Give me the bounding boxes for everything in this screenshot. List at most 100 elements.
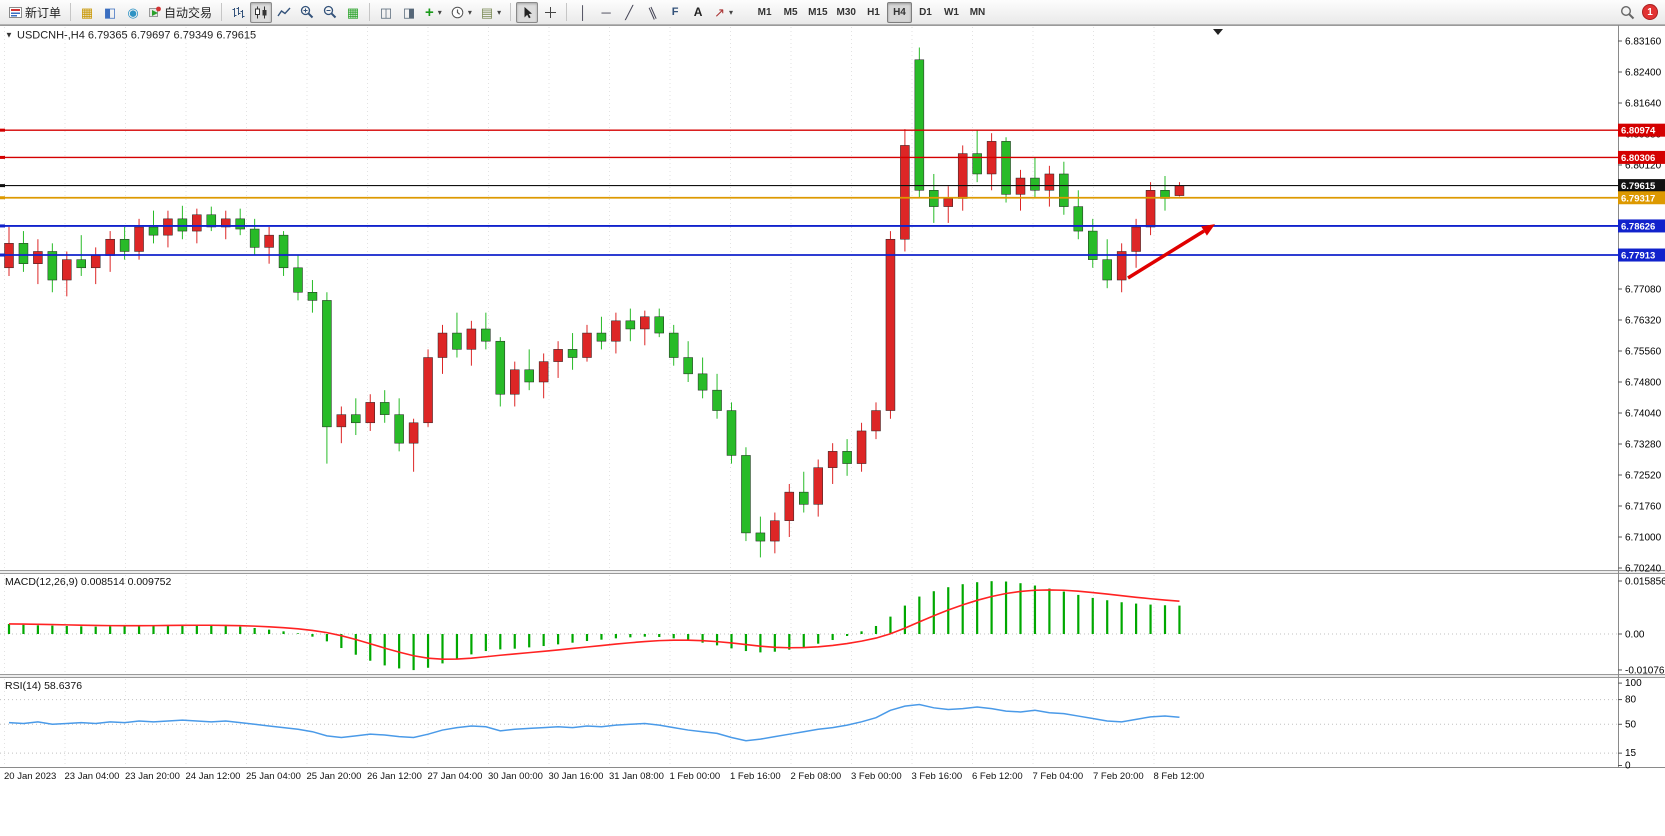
candle [47,251,58,281]
timeframe-button-M5[interactable]: M5 [778,2,803,23]
timeframe-button-MN[interactable]: MN [965,2,990,23]
price-axis-label: 6.72520 [1625,471,1662,482]
toolbar-divider [369,3,371,21]
price-tag [1618,179,1665,193]
candle [351,414,361,424]
new-order-button[interactable]: 新订单 [5,2,65,23]
crosshair-button[interactable] [539,2,561,23]
price-axis-label: 6.74040 [1625,409,1662,420]
price-tag [1618,150,1665,164]
candle [322,300,332,428]
horizontal-line-button[interactable]: ─ [595,2,617,23]
line-chart-button[interactable] [273,2,295,23]
candle [856,430,867,464]
level-anchor [0,184,5,188]
level-anchor [0,128,5,132]
scroll-to-end-marker[interactable] [1213,29,1223,35]
arrows-button[interactable]: ↗ ▾ [710,2,737,23]
price-axis-label: 6.71760 [1625,502,1662,513]
horizontal-line-icon: ─ [601,4,611,20]
price-axis-label: 6.77080 [1625,285,1662,296]
toolbar-divider [70,3,72,21]
tile-windows-button[interactable]: ▦ [342,2,364,23]
chart-shift-icon: ◨ [402,4,416,20]
bar-chart-button[interactable] [227,2,249,23]
new-order-icon [9,6,22,18]
auto-trading-button[interactable]: 自动交易 [145,2,216,23]
indicators-button[interactable]: + ▾ [421,2,446,23]
candle [654,316,664,334]
zoom-in-icon [300,5,314,19]
zoom-out-button[interactable] [319,2,341,23]
candle [1131,226,1141,252]
periods-button[interactable]: ▾ [447,2,476,23]
candle [770,520,780,542]
notification-badge[interactable]: 1 [1642,4,1658,20]
chart-dropdown-icon[interactable]: ▼ [5,31,13,40]
candle [582,332,592,358]
candlestick-chart-button[interactable] [250,1,273,23]
price-tag-label: 6.77913 [1621,251,1655,262]
candle [495,340,506,395]
text-button[interactable]: A [687,2,709,23]
candle [1102,259,1112,281]
candle [278,234,289,269]
navigator-button[interactable]: ◉ [122,2,144,23]
macd-axis-label: 0.00 [1625,630,1645,641]
zoom-in-button[interactable] [296,2,318,23]
vertical-line-icon: │ [579,4,588,20]
candle [423,357,433,424]
price-axis-label: 6.70240 [1625,564,1662,575]
candle [957,153,968,199]
level-anchor [0,253,5,257]
rsi-axis-label: 80 [1625,695,1637,706]
rsi-axis-label: 0 [1625,761,1631,772]
price-axis-label: 6.73280 [1625,440,1662,451]
cursor-button[interactable] [516,1,539,23]
timeframe-button-M1[interactable]: M1 [752,2,777,23]
arrange-charts-button[interactable]: ◫ [375,2,397,23]
data-window-button[interactable]: ◧ [99,2,121,23]
candle [394,414,404,444]
chevron-down-icon: ▾ [437,7,442,17]
data-window-icon: ◧ [103,4,117,20]
add-indicator-icon: + [425,3,434,21]
time-axis-label: 7 Feb 20:00 [1093,771,1144,782]
timeframe-button-H4[interactable]: H4 [886,1,912,23]
candle [249,228,260,248]
vertical-line-button[interactable]: │ [572,2,594,23]
channel-button[interactable]: ∥ [641,2,663,23]
timeframe-button-M15[interactable]: M15 [804,2,831,23]
chart-shift-button[interactable]: ◨ [398,2,420,23]
candle [524,369,534,383]
candle [827,451,838,468]
tile-windows-icon: ▦ [346,4,360,20]
timeframe-button-W1[interactable]: W1 [939,2,964,23]
fibonacci-button[interactable]: F [664,2,686,23]
candle [640,316,650,330]
price-tag [1618,191,1665,205]
candle [1059,173,1069,207]
candle [192,214,202,232]
market-watch-button[interactable]: ▦ [76,2,98,23]
candle [1015,177,1026,195]
chart-template-icon: ▤ [480,4,494,20]
candle [1030,177,1040,191]
search-button[interactable] [1616,2,1639,23]
trend-arrow-annotation[interactable] [1127,229,1205,280]
candle [437,332,448,358]
timeframe-button-M30[interactable]: M30 [833,2,860,23]
trendline-button[interactable]: ╱ [618,2,640,23]
candle [1145,190,1156,228]
panel-separator[interactable] [0,570,1665,574]
panel-separator[interactable] [0,674,1665,678]
templates-button[interactable]: ▤ ▾ [477,2,505,23]
chart-canvas[interactable]: 6.831606.824006.816406.808806.801206.793… [0,25,1665,836]
price-axis-label: 6.71000 [1625,533,1662,544]
candle [90,255,101,269]
cursor-arrow-icon [524,6,532,18]
timeframe-button-D1[interactable]: D1 [913,2,938,23]
market-watch-icon: ▦ [80,4,94,20]
timeframe-button-H1[interactable]: H1 [861,2,886,23]
text-tool-icon: A [693,5,703,19]
